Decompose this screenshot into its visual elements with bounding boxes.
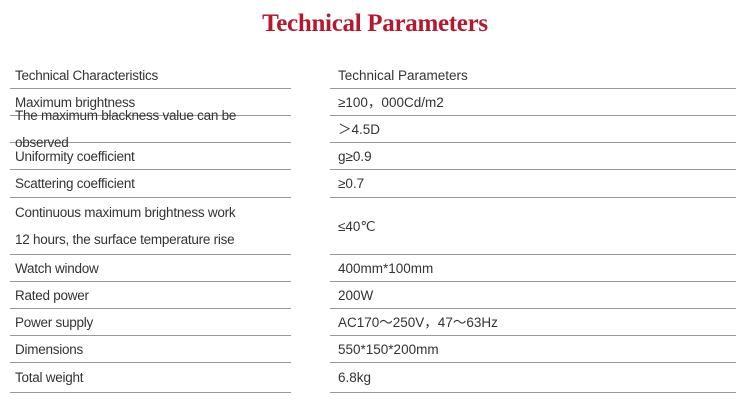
header-characteristics: Technical Characteristics — [10, 63, 291, 89]
characteristic-label: Scattering coefficient — [10, 170, 291, 198]
characteristic-label: Watch window — [10, 255, 291, 282]
table-row: Uniformity coefficient g≥0.9 — [0, 143, 750, 170]
parameter-value: ≥0.7 — [330, 170, 736, 198]
characteristic-label: Maximum brightness — [10, 89, 291, 116]
parameter-value: ≤40℃ — [330, 198, 736, 255]
characteristic-label: Total weight — [10, 363, 291, 393]
parameter-value: 6.8kg — [330, 363, 736, 393]
parameter-value: 400mm*100mm — [330, 255, 736, 282]
parameter-value: g≥0.9 — [330, 143, 736, 170]
characteristic-label: Continuous maximum brightness work 12 ho… — [10, 198, 291, 255]
parameter-value: 200W — [330, 282, 736, 309]
table-row: Continuous maximum brightness work 12 ho… — [0, 198, 750, 255]
page-title: Technical Parameters — [262, 10, 488, 37]
characteristic-label: Dimensions — [10, 336, 291, 363]
table-row: Watch window 400mm*100mm — [0, 255, 750, 282]
table-row: Scattering coefficient ≥0.7 — [0, 170, 750, 198]
characteristic-label: Rated power — [10, 282, 291, 309]
table-header-row: Technical Characteristics Technical Para… — [0, 63, 750, 89]
table-row: Total weight 6.8kg — [0, 363, 750, 393]
table-row: Maximum brightness ≥100，000Cd/m2 — [0, 89, 750, 116]
table-row: Dimensions 550*150*200mm — [0, 336, 750, 363]
characteristic-label: Power supply — [10, 309, 291, 336]
table-row: Rated power 200W — [0, 282, 750, 309]
characteristic-label: Uniformity coefficient — [10, 143, 291, 170]
parameter-value: ≥100，000Cd/m2 — [330, 89, 736, 116]
parameter-value: AC170～250V，47～63Hz — [330, 309, 736, 336]
parameter-value: ＞4.5D — [330, 116, 736, 143]
header-parameters: Technical Parameters — [330, 63, 736, 89]
parameter-value: 550*150*200mm — [330, 336, 736, 363]
table-row: Power supply AC170～250V，47～63Hz — [0, 309, 750, 336]
table-row: The maximum blackness value can be obser… — [0, 108, 750, 150]
parameters-table: Technical Characteristics Technical Para… — [0, 63, 750, 393]
characteristic-label: The maximum blackness value can be obser… — [10, 108, 291, 150]
